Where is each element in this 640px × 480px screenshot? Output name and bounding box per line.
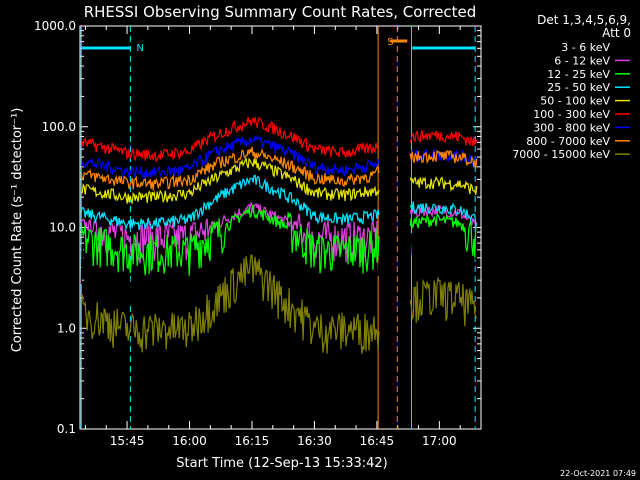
series-line-7-segment-0 bbox=[80, 146, 380, 191]
series-100-300kev bbox=[80, 116, 478, 163]
legend-label: 50 - 100 keV bbox=[540, 95, 610, 108]
y-tick-label: 1000.0 bbox=[34, 19, 76, 33]
series-line-1-segment-0 bbox=[80, 201, 380, 264]
x-axis-label: Start Time (12-Sep-13 15:33:42) bbox=[176, 456, 387, 471]
x-tick-label: 17:00 bbox=[422, 434, 457, 448]
series-800-7000kev bbox=[80, 146, 478, 191]
series-line-3-segment-0 bbox=[80, 174, 380, 231]
legend-label: 3 - 6 keV bbox=[561, 41, 610, 54]
x-tick-label: 16:30 bbox=[297, 434, 332, 448]
legend-label: 7000 - 15000 keV bbox=[512, 148, 610, 161]
marker-label-s: S bbox=[387, 37, 393, 48]
series-line-3-segment-1 bbox=[409, 201, 478, 226]
series-line-8-segment-1 bbox=[409, 276, 478, 327]
legend-label: 6 - 12 keV bbox=[554, 54, 610, 67]
series-line-5-segment-1 bbox=[409, 129, 478, 147]
footer-date: 22-Oct-2021 07:49 bbox=[560, 469, 636, 478]
plot-axes: 0.1 1.0 10.0 100.0 1000.0 15:45 16:00 16:15 16:3… bbox=[34, 19, 482, 448]
series-3-6kev bbox=[80, 217, 478, 307]
x-tick-label: 15:45 bbox=[110, 434, 145, 448]
legend-header-line-1: Det 1,3,4,5,6,9, bbox=[537, 13, 631, 27]
x-tick-label: 16:00 bbox=[172, 434, 207, 448]
x-tick-label: 16:15 bbox=[235, 434, 270, 448]
chart-title: RHESSI Observing Summary Count Rates, Co… bbox=[84, 3, 477, 21]
legend-label: 12 - 25 keV bbox=[547, 68, 610, 81]
series-line-0-segment-0 bbox=[80, 217, 380, 307]
legend-label: 800 - 7000 keV bbox=[526, 135, 610, 148]
series-25-50kev bbox=[80, 174, 478, 231]
series-line-5-segment-0 bbox=[80, 116, 379, 163]
series-12-25kev bbox=[80, 204, 478, 276]
state-markers: NS bbox=[81, 37, 476, 54]
y-tick-label: 10.0 bbox=[49, 221, 76, 235]
series-line-0-segment-1 bbox=[409, 219, 478, 274]
y-tick-label: 1.0 bbox=[57, 321, 76, 335]
y-axis-label: Corrected Count Rate (s⁻¹ detector⁻¹) bbox=[10, 108, 25, 353]
series-line-4-segment-0 bbox=[80, 157, 380, 204]
series-7000-15000kev bbox=[80, 253, 478, 354]
x-tick-label: 16:45 bbox=[360, 434, 395, 448]
legend-label: 300 - 800 keV bbox=[533, 121, 610, 134]
series-line-2-segment-0 bbox=[80, 204, 380, 276]
series-line-8-segment-0 bbox=[80, 253, 380, 354]
legend-label: 100 - 300 keV bbox=[533, 108, 610, 121]
data-series-layer bbox=[80, 116, 478, 354]
y-tick-label: 100.0 bbox=[42, 120, 76, 134]
legend-label: 25 - 50 keV bbox=[547, 81, 610, 94]
y-tick-label: 0.1 bbox=[57, 422, 76, 436]
series-line-2-segment-1 bbox=[409, 213, 478, 258]
marker-label-n: N bbox=[136, 43, 143, 54]
series-50-100kev bbox=[80, 157, 478, 204]
series-line-6-segment-0 bbox=[80, 135, 380, 179]
legend-header-line-2: Att 0 bbox=[602, 26, 631, 40]
series-line-4-segment-1 bbox=[409, 175, 478, 195]
series-line-7-segment-1 bbox=[409, 149, 478, 169]
